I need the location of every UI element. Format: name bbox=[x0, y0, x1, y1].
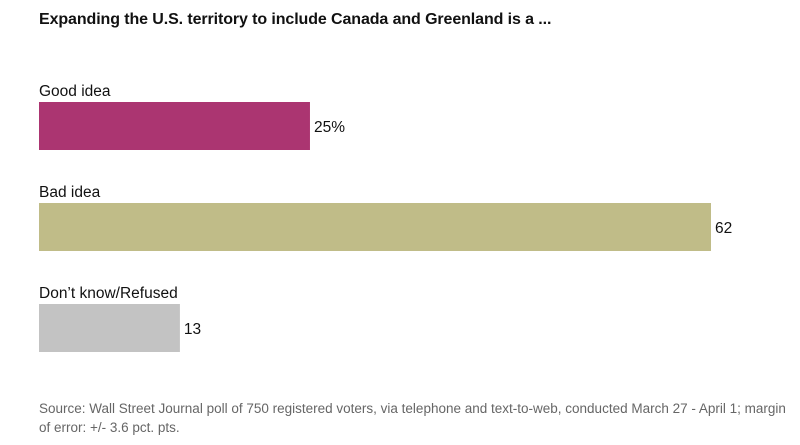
value-label-good-idea: 25% bbox=[314, 119, 345, 136]
category-label-don-t-know-refused: Don’t know/Refused bbox=[39, 285, 178, 302]
category-label-good-idea: Good idea bbox=[39, 83, 111, 100]
value-label-bad-idea: 62 bbox=[715, 220, 732, 237]
bar-bad-idea bbox=[39, 203, 711, 251]
bar-good-idea bbox=[39, 102, 310, 150]
category-label-bad-idea: Bad idea bbox=[39, 184, 101, 201]
value-label-don-t-know-refused: 13 bbox=[184, 321, 201, 338]
chart-title: Expanding the U.S. territory to include … bbox=[39, 11, 552, 28]
source-note: Source: Wall Street Journal poll of 750 … bbox=[39, 401, 786, 435]
bar-don-t-know-refused bbox=[39, 304, 180, 352]
